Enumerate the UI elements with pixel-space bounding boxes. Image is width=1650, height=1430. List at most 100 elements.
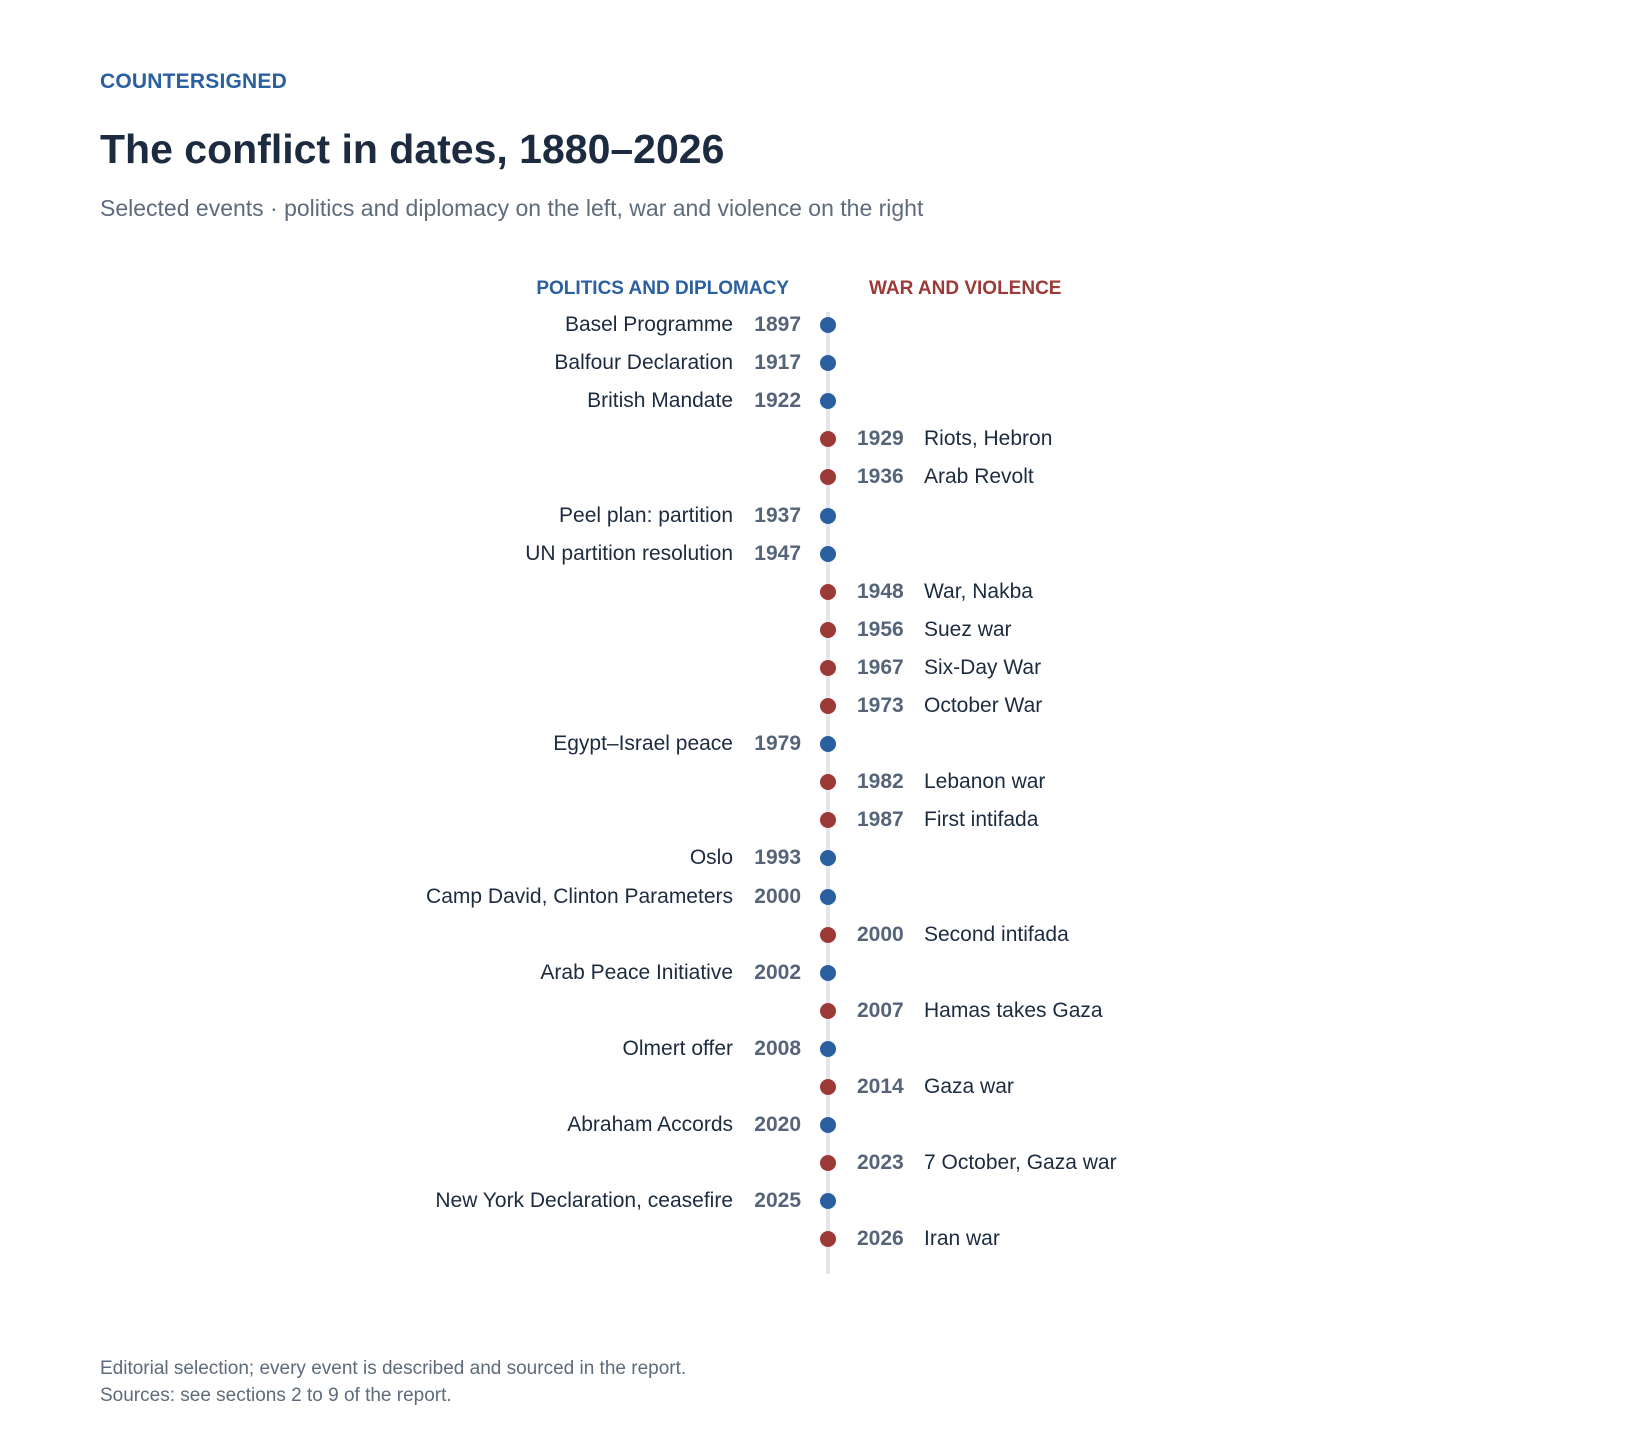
timeline-event-politics: 2002 Arab Peace Initiative	[0, 958, 1650, 988]
timeline-event-war: 2007 Hamas takes Gaza	[0, 996, 1650, 1026]
timeline-event-war: 2026 Iran war	[0, 1224, 1650, 1254]
politics-marker-dot	[820, 1193, 836, 1210]
event-year: 2026	[857, 1227, 904, 1251]
war-marker-dot	[820, 1155, 836, 1172]
event-label: Suez war	[924, 617, 1012, 641]
timeline-event-war: 1982 Lebanon war	[0, 767, 1650, 797]
timeline-event-politics: 2008 Olmert offer	[0, 1034, 1650, 1064]
politics-marker-dot	[820, 1117, 836, 1134]
war-marker-dot	[820, 774, 836, 791]
event-year: 1993	[754, 846, 801, 870]
war-marker-dot	[820, 926, 836, 943]
event-year: 1973	[857, 694, 904, 717]
event-year: 1936	[857, 465, 904, 489]
timeline-event-politics: 1897 Basel Programme	[0, 310, 1650, 340]
timeline-event-war: 1956 Suez war	[0, 615, 1650, 645]
event-label: British Mandate	[587, 389, 733, 413]
politics-marker-dot	[820, 964, 836, 981]
timeline-event-politics: 1917 Balfour Declaration	[0, 348, 1650, 378]
event-label: Six-Day War	[924, 655, 1042, 679]
event-label: 7 October, Gaza war	[924, 1151, 1117, 1175]
event-label: Hamas takes Gaza	[924, 998, 1103, 1022]
kicker: COUNTERSIGNED	[100, 70, 287, 93]
event-year: 1947	[754, 541, 801, 565]
politics-column-heading: POLITICS AND DIPLOMACY	[536, 278, 789, 299]
event-year: 1897	[754, 313, 801, 336]
event-label: Iran war	[924, 1227, 1000, 1251]
event-year: 1937	[754, 503, 801, 527]
event-label: Lebanon war	[924, 770, 1046, 794]
politics-marker-dot	[820, 507, 836, 524]
war-marker-dot	[820, 812, 836, 829]
event-label: Abraham Accords	[567, 1113, 733, 1137]
event-year: 2014	[857, 1075, 904, 1098]
event-year: 2023	[857, 1151, 904, 1175]
war-marker-dot	[820, 1002, 836, 1019]
editorial-note: Editorial selection; every event is desc…	[100, 1358, 687, 1379]
politics-marker-dot	[820, 1040, 836, 1057]
event-year: 1979	[754, 732, 801, 756]
timeline-axis	[826, 312, 830, 1274]
event-year: 2020	[754, 1113, 801, 1137]
timeline-event-politics: 1947 UN partition resolution	[0, 539, 1650, 569]
timeline-event-politics: 2000 Camp David, Clinton Parameters	[0, 882, 1650, 912]
timeline-event-war: 2014 Gaza war	[0, 1072, 1650, 1102]
event-label: Basel Programme	[564, 313, 733, 336]
event-year: 2000	[754, 884, 801, 908]
event-year: 1967	[857, 655, 904, 679]
timeline-event-war: 1929 Riots, Hebron	[0, 424, 1650, 454]
event-year: 1948	[857, 579, 904, 603]
page-subtitle: Selected events · politics and diplomacy…	[100, 195, 924, 221]
timeline-event-politics: 1979 Egypt–Israel peace	[0, 729, 1650, 759]
timeline-event-war: 2000 Second intifada	[0, 920, 1650, 950]
event-year: 1922	[754, 389, 801, 413]
event-label: Oslo	[689, 846, 733, 870]
politics-marker-dot	[820, 545, 836, 562]
politics-marker-dot	[820, 736, 836, 753]
event-year: 1987	[857, 808, 904, 832]
event-label: First intifada	[924, 808, 1039, 832]
timeline-event-war: 1987 First intifada	[0, 805, 1650, 835]
event-label: Peel plan: partition	[559, 503, 733, 527]
politics-marker-dot	[820, 393, 836, 410]
event-label: Arab Revolt	[924, 465, 1034, 489]
war-marker-dot	[820, 1079, 836, 1095]
timeline-event-politics: 1922 British Mandate	[0, 386, 1650, 416]
event-label: Gaza war	[924, 1075, 1014, 1098]
politics-marker-dot	[820, 355, 836, 372]
event-year: 2000	[857, 922, 904, 946]
politics-marker-dot	[820, 317, 836, 333]
page-title: The conflict in dates, 1880–2026	[100, 126, 725, 172]
war-marker-dot	[820, 659, 836, 676]
timeline-event-war: 2023 7 October, Gaza war	[0, 1148, 1650, 1178]
event-year: 2008	[754, 1036, 801, 1060]
event-year: 2025	[754, 1189, 801, 1213]
politics-marker-dot	[820, 850, 836, 867]
event-label: War, Nakba	[924, 579, 1033, 603]
timeline-event-politics: 2025 New York Declaration, ceasefire	[0, 1186, 1650, 1216]
timeline-event-war: 1948 War, Nakba	[0, 577, 1650, 607]
event-label: October War	[924, 694, 1043, 717]
timeline-event-war: 1936 Arab Revolt	[0, 462, 1650, 492]
event-label: New York Declaration, ceasefire	[435, 1189, 733, 1213]
politics-marker-dot	[820, 888, 836, 905]
war-column-heading: WAR AND VIOLENCE	[869, 278, 1062, 299]
event-label: Balfour Declaration	[554, 351, 733, 375]
event-label: Olmert offer	[622, 1036, 733, 1060]
event-label: Egypt–Israel peace	[553, 732, 733, 756]
event-label: Riots, Hebron	[924, 427, 1053, 451]
war-marker-dot	[820, 469, 836, 486]
war-marker-dot	[820, 583, 836, 600]
event-label: UN partition resolution	[525, 541, 733, 565]
timeline-event-war: 1973 October War	[0, 691, 1650, 721]
event-year: 1982	[857, 770, 904, 794]
timeline-event-politics: 1993 Oslo	[0, 843, 1650, 873]
event-year: 2007	[857, 998, 904, 1022]
event-label: Arab Peace Initiative	[540, 960, 733, 984]
event-label: Camp David, Clinton Parameters	[426, 884, 733, 908]
event-year: 1929	[857, 427, 904, 451]
event-year: 2002	[754, 960, 801, 984]
war-marker-dot	[820, 698, 836, 714]
war-marker-dot	[820, 431, 836, 448]
